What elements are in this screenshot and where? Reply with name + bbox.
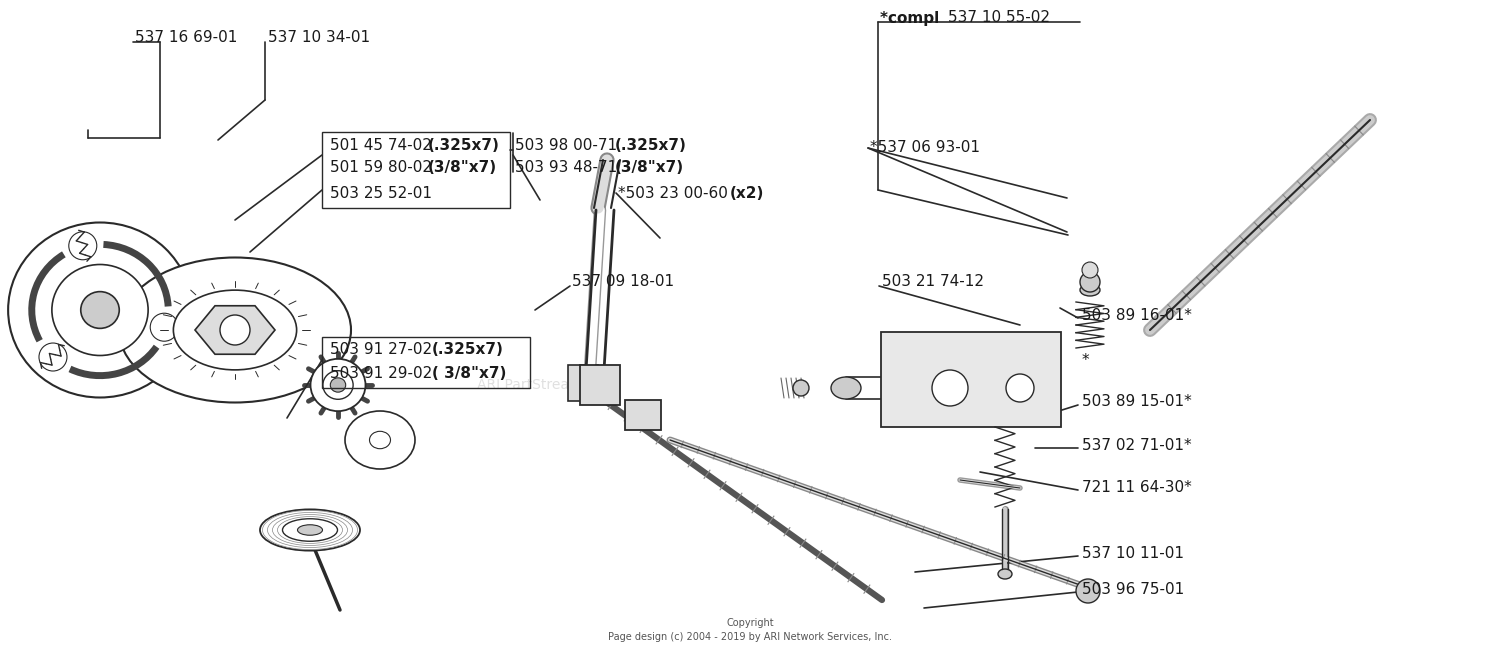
- Text: (.325x7): (.325x7): [432, 343, 504, 357]
- Text: ARI PartStream: ARI PartStream: [477, 378, 582, 392]
- Polygon shape: [195, 306, 274, 355]
- Ellipse shape: [53, 264, 148, 355]
- Text: (.325x7): (.325x7): [615, 138, 687, 153]
- Text: (3/8"x7): (3/8"x7): [615, 161, 684, 175]
- Text: 503 89 15-01*: 503 89 15-01*: [1082, 395, 1191, 409]
- Circle shape: [220, 315, 251, 345]
- Text: 537 10 34-01: 537 10 34-01: [268, 31, 370, 45]
- Circle shape: [1076, 579, 1100, 603]
- Ellipse shape: [345, 411, 416, 469]
- Text: 503 93 48-71: 503 93 48-71: [514, 161, 622, 175]
- Text: 503 98 00-71: 503 98 00-71: [514, 138, 622, 153]
- Circle shape: [1082, 262, 1098, 278]
- Circle shape: [1080, 272, 1100, 292]
- Text: *537 06 93-01: *537 06 93-01: [870, 140, 980, 155]
- Polygon shape: [626, 400, 662, 430]
- Circle shape: [794, 380, 808, 396]
- Circle shape: [1007, 374, 1034, 402]
- Ellipse shape: [81, 292, 120, 328]
- Ellipse shape: [174, 290, 297, 370]
- Text: *503 23 00-60: *503 23 00-60: [618, 185, 732, 201]
- Ellipse shape: [282, 518, 338, 541]
- Text: 721 11 64-30*: 721 11 64-30*: [1082, 480, 1191, 496]
- Text: 537 09 18-01: 537 09 18-01: [572, 274, 674, 290]
- Bar: [322, 132, 510, 208]
- Ellipse shape: [310, 359, 366, 411]
- Text: 537 16 69-01: 537 16 69-01: [135, 31, 237, 45]
- Text: 503 91 29-02: 503 91 29-02: [330, 365, 436, 381]
- Text: 537 02 71-01*: 537 02 71-01*: [1082, 438, 1191, 452]
- Text: 503 21 74-12: 503 21 74-12: [882, 274, 984, 290]
- Polygon shape: [568, 365, 598, 401]
- Text: 537 10 55-02: 537 10 55-02: [948, 11, 1050, 25]
- Text: *compl: *compl: [880, 11, 945, 25]
- Text: (x2): (x2): [730, 185, 765, 201]
- Ellipse shape: [297, 524, 322, 535]
- Ellipse shape: [118, 258, 351, 403]
- Ellipse shape: [322, 371, 352, 399]
- Ellipse shape: [831, 377, 861, 399]
- Ellipse shape: [369, 432, 390, 449]
- Ellipse shape: [998, 569, 1012, 579]
- Text: (3/8"x7): (3/8"x7): [427, 161, 496, 175]
- Ellipse shape: [330, 378, 345, 392]
- Text: 503 25 52-01: 503 25 52-01: [330, 185, 432, 201]
- Bar: [322, 337, 530, 388]
- Ellipse shape: [8, 223, 192, 397]
- Text: Copyright
Page design (c) 2004 - 2019 by ARI Network Services, Inc.: Copyright Page design (c) 2004 - 2019 by…: [608, 618, 892, 642]
- Text: 503 89 16-01*: 503 89 16-01*: [1082, 308, 1192, 322]
- Ellipse shape: [260, 509, 360, 551]
- Ellipse shape: [1080, 284, 1100, 296]
- Text: 501 45 74-02: 501 45 74-02: [330, 138, 436, 153]
- Polygon shape: [580, 365, 620, 405]
- Text: 501 59 80-02: 501 59 80-02: [330, 161, 436, 175]
- Text: 537 10 11-01: 537 10 11-01: [1082, 545, 1184, 561]
- Polygon shape: [880, 332, 1060, 427]
- Text: ( 3/8"x7): ( 3/8"x7): [432, 365, 507, 381]
- Text: 503 91 27-02: 503 91 27-02: [330, 343, 436, 357]
- Text: (.325x7): (.325x7): [427, 138, 500, 153]
- Text: *: *: [1082, 353, 1089, 367]
- Circle shape: [932, 370, 968, 406]
- Text: 503 96 75-01: 503 96 75-01: [1082, 583, 1185, 597]
